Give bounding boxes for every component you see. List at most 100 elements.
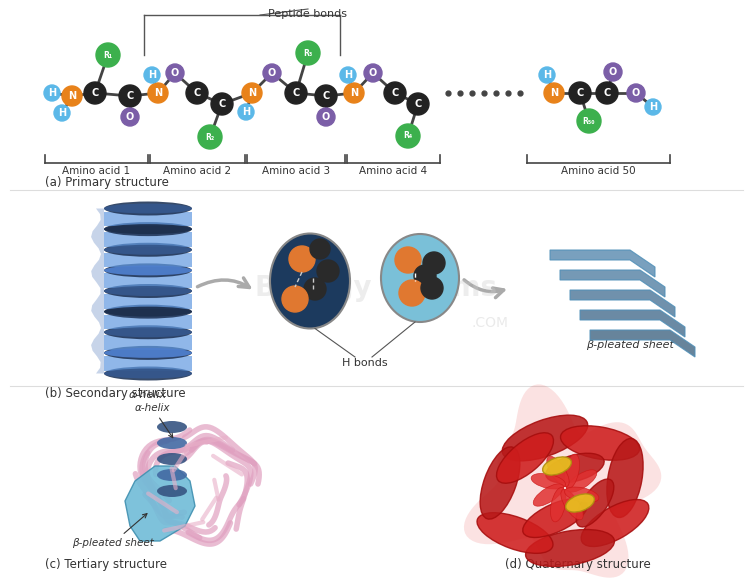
Text: (a) Primary structure: (a) Primary structure [45,176,169,189]
Ellipse shape [104,307,192,317]
Text: (d) Quaternary structure: (d) Quaternary structure [505,558,651,571]
Ellipse shape [543,457,572,475]
Circle shape [121,108,139,126]
Text: O: O [369,68,377,78]
Circle shape [604,63,622,81]
Circle shape [539,67,555,83]
Ellipse shape [104,325,192,339]
Text: C: C [576,88,584,98]
Text: R₂: R₂ [206,132,215,142]
Text: H: H [649,102,657,112]
Circle shape [310,239,330,259]
Text: C: C [194,88,200,98]
Ellipse shape [270,234,350,328]
Circle shape [627,84,645,102]
Ellipse shape [502,415,588,461]
Ellipse shape [533,484,563,506]
Circle shape [399,280,425,306]
Ellipse shape [561,489,583,520]
Text: O: O [609,67,617,77]
Ellipse shape [104,222,192,236]
Circle shape [148,83,168,103]
Circle shape [119,85,141,107]
Text: Amino acid 50: Amino acid 50 [561,166,636,176]
Ellipse shape [104,367,192,381]
Text: (b) Secondary structure: (b) Secondary structure [45,387,186,400]
Circle shape [596,82,618,104]
Circle shape [285,82,307,104]
Text: R₁: R₁ [103,51,113,59]
Circle shape [421,277,443,299]
Circle shape [396,124,420,148]
Text: C: C [91,88,99,98]
Circle shape [54,105,70,121]
Text: Biology Forums: Biology Forums [255,274,497,302]
Polygon shape [104,273,192,288]
Polygon shape [104,253,192,268]
Text: N: N [248,88,256,98]
Ellipse shape [104,368,192,378]
Ellipse shape [157,421,187,433]
Ellipse shape [104,264,192,278]
Ellipse shape [566,470,597,492]
Text: H: H [148,70,156,80]
Text: H: H [344,70,352,80]
Ellipse shape [104,286,192,296]
Polygon shape [590,330,695,357]
Circle shape [296,41,320,65]
Text: C: C [414,99,422,109]
Text: Amino acid 2: Amino acid 2 [163,166,232,176]
Ellipse shape [104,305,192,319]
Circle shape [364,64,382,82]
Text: C: C [218,99,226,109]
Circle shape [44,85,60,101]
Circle shape [211,93,233,115]
Text: H: H [543,70,551,80]
Circle shape [395,247,421,273]
Ellipse shape [157,437,187,449]
Ellipse shape [104,348,192,358]
Text: H: H [48,88,56,98]
Ellipse shape [566,494,594,512]
Ellipse shape [564,454,580,489]
Text: H bonds: H bonds [342,358,388,368]
Ellipse shape [496,433,553,483]
Text: C: C [392,88,398,98]
Text: H: H [242,107,250,117]
Ellipse shape [607,438,643,518]
Circle shape [577,109,601,133]
Circle shape [304,278,326,300]
Text: α-helix: α-helix [129,389,167,399]
Text: O: O [126,112,134,122]
Ellipse shape [381,234,459,322]
Polygon shape [104,335,192,350]
Ellipse shape [104,243,192,257]
Ellipse shape [104,203,192,213]
Circle shape [242,83,262,103]
Polygon shape [104,356,192,371]
PathPatch shape [91,209,104,374]
Polygon shape [580,310,685,337]
Circle shape [340,67,356,83]
Ellipse shape [157,453,187,465]
Text: Amino acid 3: Amino acid 3 [262,166,330,176]
Ellipse shape [157,469,187,481]
Circle shape [198,125,222,149]
Circle shape [282,286,308,312]
Ellipse shape [104,284,192,298]
Text: O: O [171,68,179,78]
Circle shape [144,67,160,83]
Text: O: O [322,112,330,122]
Text: N: N [350,88,358,98]
Circle shape [84,82,106,104]
Text: C: C [603,88,611,98]
Circle shape [238,104,254,120]
Circle shape [407,93,429,115]
Circle shape [96,43,120,67]
Text: C: C [127,91,133,101]
Ellipse shape [104,265,192,275]
Text: N: N [550,88,558,98]
Circle shape [317,108,335,126]
Text: C: C [322,91,330,101]
Polygon shape [125,466,195,541]
